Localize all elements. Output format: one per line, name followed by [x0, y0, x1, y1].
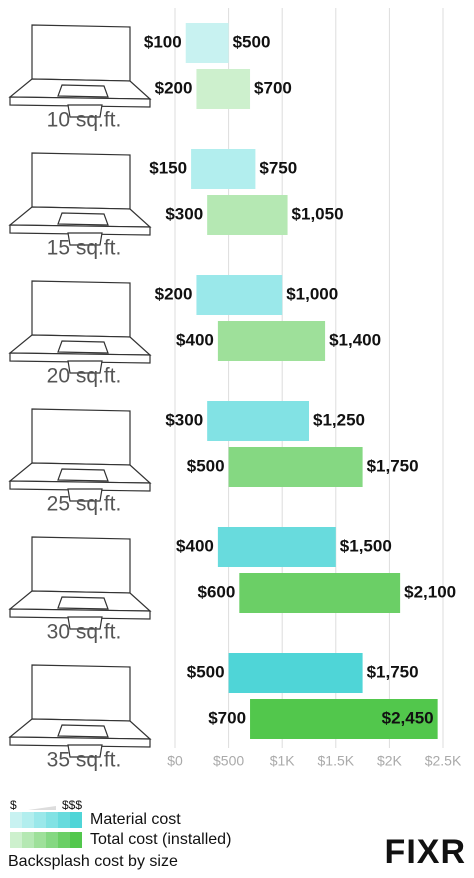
x-tick-label: $2K [377, 753, 403, 769]
value-label-high: $500 [233, 32, 271, 51]
category-label: 10 sq.ft. [47, 109, 122, 132]
counter-edge [9, 608, 151, 620]
bar [191, 149, 256, 189]
legend-scale-high: $$$ [62, 798, 82, 812]
legend-swatch [34, 832, 46, 848]
backsplash [31, 408, 131, 466]
basin [57, 340, 109, 354]
value-label-low: $200 [155, 78, 193, 97]
value-label-high: $1,400 [329, 330, 381, 349]
value-label-low: $600 [197, 582, 235, 601]
bar [196, 69, 251, 109]
legend-swatch [70, 832, 82, 848]
value-label-low: $400 [176, 330, 214, 349]
bar [228, 447, 363, 487]
basin-bottom [67, 488, 103, 502]
counter-edge [9, 224, 151, 236]
counter-edge [9, 352, 151, 364]
value-label-high: $700 [254, 78, 292, 97]
basin [57, 724, 109, 738]
legend-swatch [22, 832, 34, 848]
value-label-high: $1,250 [313, 410, 365, 429]
x-tick-label: $1.5K [318, 753, 355, 769]
basin-bottom [67, 232, 103, 246]
legend-swatch [58, 832, 70, 848]
counter-edge [9, 736, 151, 748]
basin-bottom [67, 360, 103, 374]
legend-swatch [22, 812, 34, 828]
value-label-low: $200 [155, 284, 193, 303]
value-label-low: $150 [149, 158, 187, 177]
bar [217, 527, 336, 567]
category-label: 20 sq.ft. [47, 365, 122, 388]
basin [57, 596, 109, 610]
value-label-low: $400 [176, 536, 214, 555]
legend-swatch [46, 832, 58, 848]
legend-scale-low: $ [10, 798, 17, 812]
legend-swatch [10, 832, 22, 848]
backsplash [31, 152, 131, 210]
value-label-high: $750 [259, 158, 297, 177]
basin [57, 84, 109, 98]
bar [239, 573, 401, 613]
value-label-high: $1,750 [367, 456, 419, 475]
sink-icon [8, 24, 152, 118]
legend-swatch [46, 812, 58, 828]
x-tick-label: $0 [167, 753, 183, 769]
sink-icon [8, 664, 152, 758]
category-label: 35 sq.ft. [47, 749, 122, 772]
value-label-low: $100 [144, 32, 182, 51]
x-tick-label: $2.5K [425, 753, 462, 769]
backsplash [31, 24, 131, 82]
value-label-high: $2,100 [404, 582, 456, 601]
value-label-high: $1,000 [286, 284, 338, 303]
basin-bottom [67, 104, 103, 118]
value-label-low: $700 [208, 708, 246, 727]
bar [217, 321, 326, 361]
value-label-high: $1,500 [340, 536, 392, 555]
value-label-high: $1,750 [367, 662, 419, 681]
legend-label: Total cost (installed) [90, 831, 231, 848]
basin [57, 212, 109, 226]
x-tick-label: $500 [213, 753, 244, 769]
value-label-high: $1,050 [292, 204, 344, 223]
caption: Backsplash cost by size [8, 853, 178, 870]
bar [207, 195, 288, 235]
sink-icon [8, 152, 152, 246]
legend-swatch [70, 812, 82, 828]
category-label: 15 sq.ft. [47, 237, 122, 260]
x-tick-label: $1K [270, 753, 296, 769]
value-label-low: $300 [165, 204, 203, 223]
backsplash [31, 664, 131, 722]
counter-edge [9, 96, 151, 108]
legend-swatch [58, 812, 70, 828]
backsplash [31, 280, 131, 338]
sink-icon [8, 280, 152, 374]
value-label-low: $300 [165, 410, 203, 429]
bar [185, 23, 229, 63]
value-label-low: $500 [187, 662, 225, 681]
legend-swatch [10, 812, 22, 828]
category-label: 30 sq.ft. [47, 621, 122, 644]
bar [207, 401, 309, 441]
logo: FIXR [385, 833, 466, 871]
basin [57, 468, 109, 482]
legend-label: Material cost [90, 811, 181, 828]
grid [174, 8, 444, 748]
legend-swatch [34, 812, 46, 828]
bar [196, 275, 283, 315]
legend-scale-wedge [28, 806, 56, 810]
bar [228, 653, 363, 693]
basin-bottom [67, 616, 103, 630]
sink-icon [8, 536, 152, 630]
category-label: 25 sq.ft. [47, 493, 122, 516]
backsplash [31, 536, 131, 594]
bar [250, 699, 438, 739]
value-label-high: $2,450 [382, 708, 434, 727]
sink-icon [8, 408, 152, 502]
basin-bottom [67, 744, 103, 758]
value-label-low: $500 [187, 456, 225, 475]
counter-edge [9, 480, 151, 492]
